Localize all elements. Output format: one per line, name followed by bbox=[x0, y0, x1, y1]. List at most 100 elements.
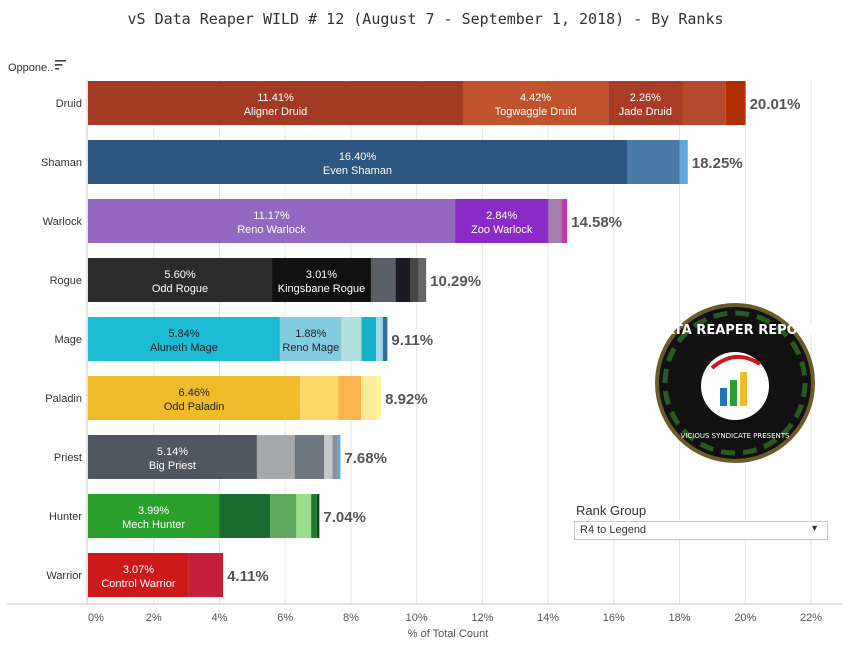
bar-total-label: 20.01% bbox=[750, 96, 801, 113]
bar-segment[interactable] bbox=[462, 81, 609, 125]
bar-segment[interactable] bbox=[88, 553, 189, 597]
bar-segment[interactable] bbox=[300, 376, 339, 420]
bar-segment[interactable] bbox=[375, 376, 382, 420]
bar-segment[interactable] bbox=[316, 494, 320, 538]
segment-percent-label: 1.88% bbox=[295, 328, 326, 340]
segment-percent-label: 3.99% bbox=[138, 505, 169, 517]
bar-segment[interactable] bbox=[88, 199, 456, 243]
segment-percent-label: 4.42% bbox=[520, 92, 551, 104]
bar-segment[interactable] bbox=[376, 317, 383, 361]
data-reaper-logo: DATA REAPER REPORT VICIOUS SYNDICATE PRE… bbox=[654, 303, 816, 463]
segment-percent-label: 6.46% bbox=[179, 387, 210, 399]
bar-segment[interactable] bbox=[88, 258, 273, 302]
segment-percent-label: 5.14% bbox=[157, 446, 188, 458]
bar-segment[interactable] bbox=[256, 435, 295, 479]
segment-percent-label: 2.84% bbox=[486, 210, 517, 222]
category-label: Druid bbox=[56, 98, 82, 110]
segment-percent-label: 16.40% bbox=[339, 151, 377, 163]
x-tick-label: 16% bbox=[603, 612, 625, 624]
bar-segment[interactable] bbox=[296, 494, 312, 538]
bar-total-label: 9.11% bbox=[391, 332, 433, 349]
segment-deck-label: Aluneth Mage bbox=[150, 342, 218, 354]
bar-total-label: 18.25% bbox=[692, 155, 743, 172]
bar-segment[interactable] bbox=[270, 494, 297, 538]
category-label: Mage bbox=[54, 334, 82, 346]
x-tick-label: 22% bbox=[800, 612, 822, 624]
bar-segment[interactable] bbox=[361, 317, 377, 361]
category-labels: Druid Shaman Warlock Rogue Mage Paladin Priest… bbox=[41, 98, 82, 582]
segment-percent-label: 2.26% bbox=[630, 92, 661, 104]
bar-segment[interactable] bbox=[88, 435, 257, 479]
opponent-header-label[interactable]: Oppone.. bbox=[8, 62, 54, 74]
bar-segment[interactable] bbox=[332, 435, 338, 479]
category-label: Warrior bbox=[46, 570, 82, 582]
bar-segment[interactable] bbox=[88, 81, 463, 125]
bar-segment[interactable] bbox=[418, 258, 427, 302]
segment-deck-label: Big Priest bbox=[149, 460, 196, 472]
x-tick-label: 20% bbox=[734, 612, 756, 624]
segment-deck-label: Odd Rogue bbox=[152, 283, 208, 295]
bar-segment[interactable] bbox=[682, 81, 726, 125]
x-tick-label: 0% bbox=[88, 612, 104, 624]
bar-segment[interactable] bbox=[608, 81, 683, 125]
segment-percent-label: 3.01% bbox=[306, 269, 337, 281]
bar-segment[interactable] bbox=[548, 199, 562, 243]
logo-title: DATA REAPER REPORT bbox=[654, 323, 816, 338]
bar-segment[interactable] bbox=[395, 258, 411, 302]
bar-segment[interactable] bbox=[341, 317, 362, 361]
chart-title: vS Data Reaper WILD # 12 (August 7 - Sep… bbox=[127, 10, 724, 28]
rank-group-label: Rank Group bbox=[576, 503, 647, 518]
category-label: Hunter bbox=[49, 511, 82, 523]
segment-deck-label: Reno Mage bbox=[282, 342, 339, 354]
bar-segment[interactable] bbox=[337, 435, 341, 479]
bar-segment[interactable] bbox=[679, 140, 688, 184]
x-tick-label: 14% bbox=[537, 612, 559, 624]
rank-group-selected-value: R4 to Legend bbox=[580, 524, 647, 536]
segment-deck-label: Mech Hunter bbox=[122, 519, 185, 531]
bar-segment[interactable] bbox=[370, 258, 396, 302]
bar-segment[interactable] bbox=[311, 494, 317, 538]
bar-segment[interactable] bbox=[338, 376, 362, 420]
bar-total-label: 14.58% bbox=[571, 214, 622, 231]
bar-segment[interactable] bbox=[455, 199, 549, 243]
bar-segment[interactable] bbox=[561, 199, 568, 243]
bar-segment[interactable] bbox=[626, 140, 680, 184]
bar-segment[interactable] bbox=[725, 81, 746, 125]
bar-total-label: 7.68% bbox=[344, 450, 387, 467]
bar-segment[interactable] bbox=[324, 435, 333, 479]
bar-segment[interactable] bbox=[88, 494, 220, 538]
category-label: Warlock bbox=[43, 216, 83, 228]
segment-deck-label: Reno Warlock bbox=[237, 224, 306, 236]
segment-percent-label: 5.84% bbox=[168, 328, 199, 340]
segment-deck-label: Odd Paladin bbox=[164, 401, 225, 413]
bar-segment[interactable] bbox=[219, 494, 271, 538]
x-axis-label: % of Total Count bbox=[408, 628, 489, 640]
bar-segment[interactable] bbox=[382, 317, 388, 361]
bar-segment[interactable] bbox=[88, 376, 301, 420]
segment-deck-label: Aligner Druid bbox=[244, 106, 308, 118]
segment-deck-label: Even Shaman bbox=[323, 165, 392, 177]
sort-descending-icon[interactable] bbox=[54, 58, 68, 72]
bar-segment[interactable] bbox=[361, 376, 376, 420]
bar-segment[interactable] bbox=[294, 435, 325, 479]
x-tick-label: 18% bbox=[669, 612, 691, 624]
x-tick-label: 6% bbox=[277, 612, 293, 624]
rank-group-dropdown[interactable]: R4 to Legend ▼ bbox=[574, 521, 828, 540]
bar-segment[interactable] bbox=[88, 140, 627, 184]
bar-total-label: 8.92% bbox=[385, 391, 428, 408]
bar-segment[interactable] bbox=[272, 258, 371, 302]
segment-percent-label: 11.17% bbox=[253, 210, 290, 222]
x-axis-ticks: 0% 2% 4% 6% 8% 10% 12% 14% 16% 18% 20% 22% bbox=[88, 612, 822, 624]
x-tick-label: 2% bbox=[146, 612, 162, 624]
category-label: Priest bbox=[54, 452, 82, 464]
bar-segment[interactable] bbox=[279, 317, 342, 361]
bar-segment[interactable] bbox=[410, 258, 419, 302]
bar-total-label: 4.11% bbox=[227, 568, 269, 585]
chart-bars: 11.41% Aligner Druid 4.42% Togwaggle Druid 2… bbox=[88, 81, 800, 597]
category-label: Shaman bbox=[41, 157, 82, 169]
bar-segment[interactable] bbox=[188, 553, 224, 597]
bar-total-label: 7.04% bbox=[323, 509, 366, 526]
chevron-down-icon[interactable]: ▼ bbox=[810, 523, 819, 533]
bar-segment[interactable] bbox=[88, 317, 280, 361]
